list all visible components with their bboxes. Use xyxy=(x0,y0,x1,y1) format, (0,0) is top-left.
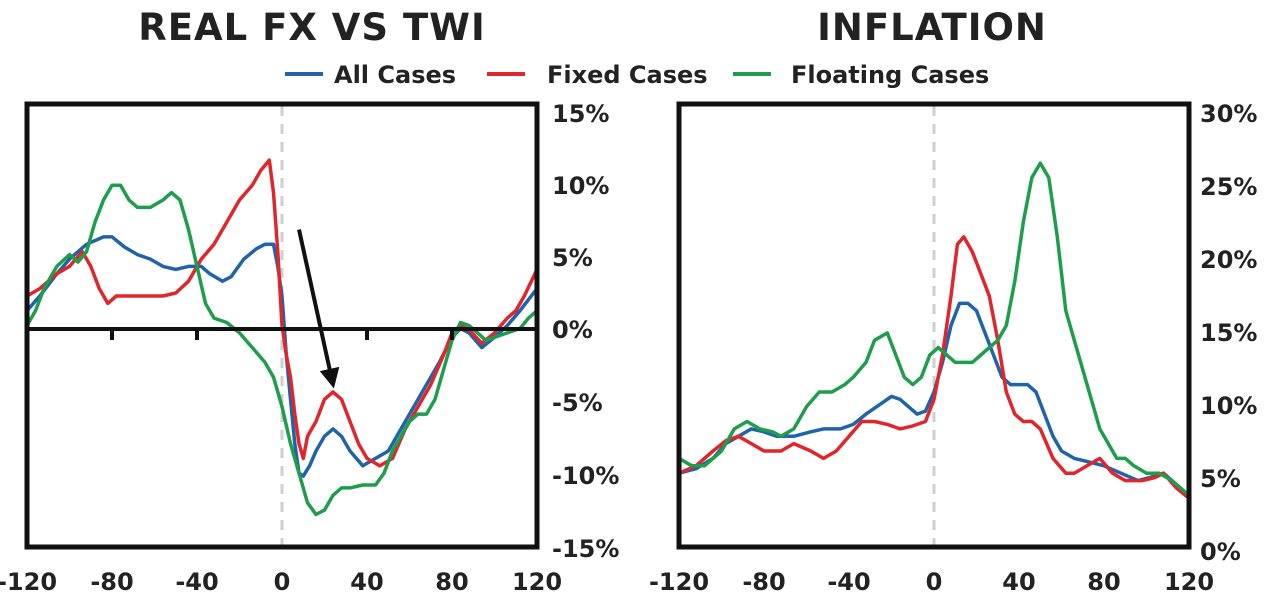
x-tick-label: 120 xyxy=(1164,568,1214,596)
x-tick-labels-real-fx: -120 -80 -40 0 40 80 120 xyxy=(0,568,562,596)
y-tick-label: 0% xyxy=(1200,538,1241,566)
x-tick-label: 120 xyxy=(512,568,562,596)
x-tick-label: 0 xyxy=(274,568,291,596)
y-tick-label: 15% xyxy=(1200,319,1257,347)
series-line-fixed-cases xyxy=(26,158,539,468)
chart-title-inflation: INFLATION xyxy=(817,6,1047,49)
x-tick-label: -40 xyxy=(175,568,218,596)
y-tick-label: 20% xyxy=(1200,246,1257,274)
y-tick-label: 10% xyxy=(552,172,609,200)
y-tick-label: 0% xyxy=(552,316,593,344)
y-tick-labels-inflation: 0% 5% 10% 15% 20% 25% 30% xyxy=(1200,100,1257,566)
y-tick-label: 5% xyxy=(1200,465,1241,493)
y-tick-label: -5% xyxy=(552,389,603,417)
y-tick-labels-real-fx: -15% -10% -5% 0% 5% 10% 15% xyxy=(552,100,619,563)
x-tick-label: -120 xyxy=(0,568,57,596)
x-tick-label: 80 xyxy=(1087,568,1120,596)
legend-label-fixed-cases: Fixed Cases xyxy=(547,61,708,89)
x-tick-label: 0 xyxy=(926,568,943,596)
x-tick-label: 80 xyxy=(435,568,468,596)
y-tick-label: 25% xyxy=(1200,173,1257,201)
x-tick-label: -120 xyxy=(649,568,709,596)
series-layer-inflation xyxy=(678,161,1191,500)
legend: All Cases Fixed Cases Floating Cases xyxy=(285,61,989,89)
zero-axis-ticks xyxy=(110,329,454,340)
series-line-fixed-cases xyxy=(678,235,1191,500)
series-line-all-cases xyxy=(678,301,1190,497)
x-tick-label: -40 xyxy=(827,568,870,596)
y-tick-label: -15% xyxy=(552,535,619,563)
chart-title-real-fx: REAL FX VS TWI xyxy=(138,6,486,49)
chart-real-fx: REAL FX VS TWI -15% -10% -5% 0% 5% 10% 1… xyxy=(0,6,619,596)
legend-label-floating-cases: Floating Cases xyxy=(791,61,989,89)
series-layer-real-fx xyxy=(25,158,539,517)
chart-inflation: INFLATION 0% 5% 10% 15% 20% 25% 30% -120… xyxy=(649,6,1257,596)
series-line-floating-cases xyxy=(678,161,1191,497)
plot-frame-inflation xyxy=(676,101,1192,550)
y-tick-label: 15% xyxy=(552,100,609,128)
y-tick-label: -10% xyxy=(552,462,619,490)
plot-frame-real-fx xyxy=(24,101,540,550)
series-line-floating-cases xyxy=(25,183,539,517)
x-tick-label: 40 xyxy=(350,568,383,596)
y-tick-label: 30% xyxy=(1200,100,1257,128)
x-tick-label: 40 xyxy=(1002,568,1035,596)
x-tick-label: -80 xyxy=(742,568,785,596)
x-tick-labels-inflation: -120 -80 -40 0 40 80 120 xyxy=(649,568,1214,596)
y-tick-label: 5% xyxy=(552,244,593,272)
x-tick-label: -80 xyxy=(90,568,133,596)
legend-label-all-cases: All Cases xyxy=(334,61,456,89)
y-tick-label: 10% xyxy=(1200,392,1257,420)
annotation-arrow xyxy=(297,229,340,389)
